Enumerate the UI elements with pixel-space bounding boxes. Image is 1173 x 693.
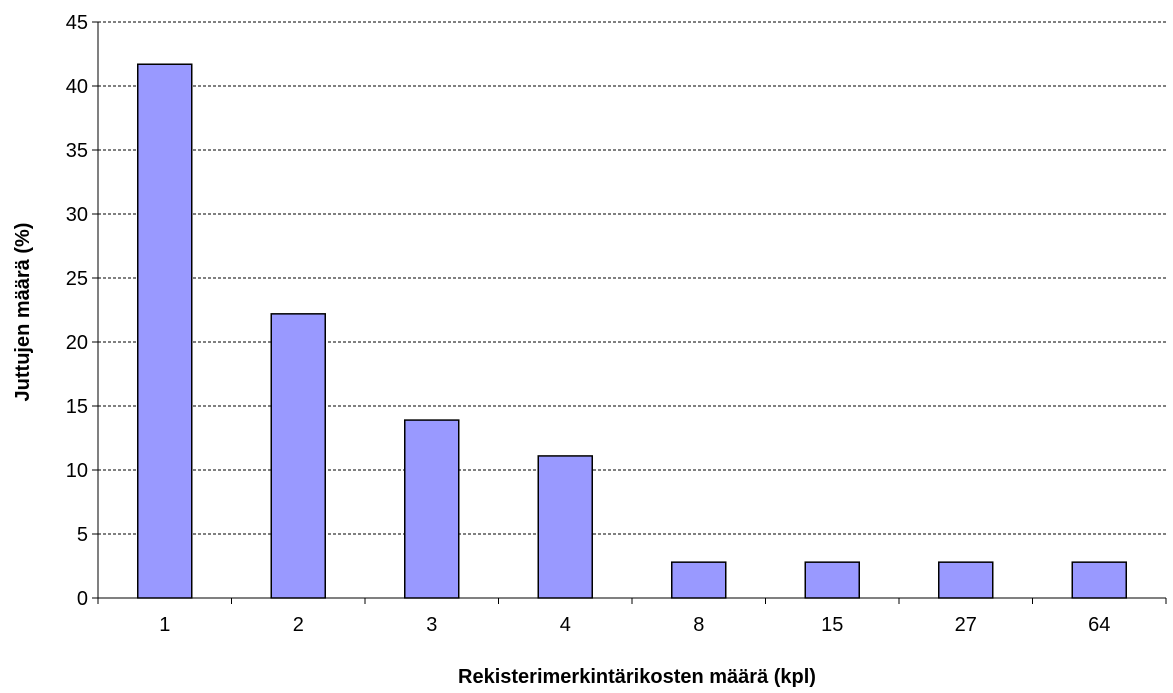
x-tick-labels: 1 2 3 4 8 15 27 64 [159, 614, 1110, 636]
bar [537, 455, 593, 599]
bar [1071, 561, 1127, 599]
y-tick-label: 0 [77, 588, 88, 610]
x-axis-title: Rekisterimerkintärikosten määrä (kpl) [458, 666, 816, 688]
bars [137, 63, 1127, 599]
x-tick-label: 2 [293, 614, 304, 636]
bar [270, 313, 326, 599]
bar [938, 561, 994, 599]
y-tick-labels: 0 5 10 15 20 25 30 35 40 45 [66, 12, 88, 610]
y-tick-label: 25 [66, 268, 88, 290]
y-tick-label: 10 [66, 460, 88, 482]
bar [404, 419, 460, 599]
x-tick-label: 1 [159, 614, 170, 636]
y-tick-label: 40 [66, 76, 88, 98]
y-axis-title: Juttujen määrä (%) [12, 223, 34, 402]
x-tick-label: 15 [821, 614, 843, 636]
gridlines [98, 21, 1166, 535]
y-tick-label: 30 [66, 204, 88, 226]
y-tick-label: 5 [77, 524, 88, 546]
bar [804, 561, 860, 599]
x-tick-label: 27 [955, 614, 977, 636]
y-tick-label: 15 [66, 396, 88, 418]
y-tick-label: 45 [66, 12, 88, 34]
x-tick-label: 64 [1088, 614, 1110, 636]
bar [137, 63, 193, 599]
x-tick-label: 8 [693, 614, 704, 636]
y-tick-label: 35 [66, 140, 88, 162]
y-tick-label: 20 [66, 332, 88, 354]
bar [671, 561, 727, 599]
x-tick-label: 3 [426, 614, 437, 636]
axes [92, 21, 1167, 604]
x-tick-label: 4 [560, 614, 571, 636]
